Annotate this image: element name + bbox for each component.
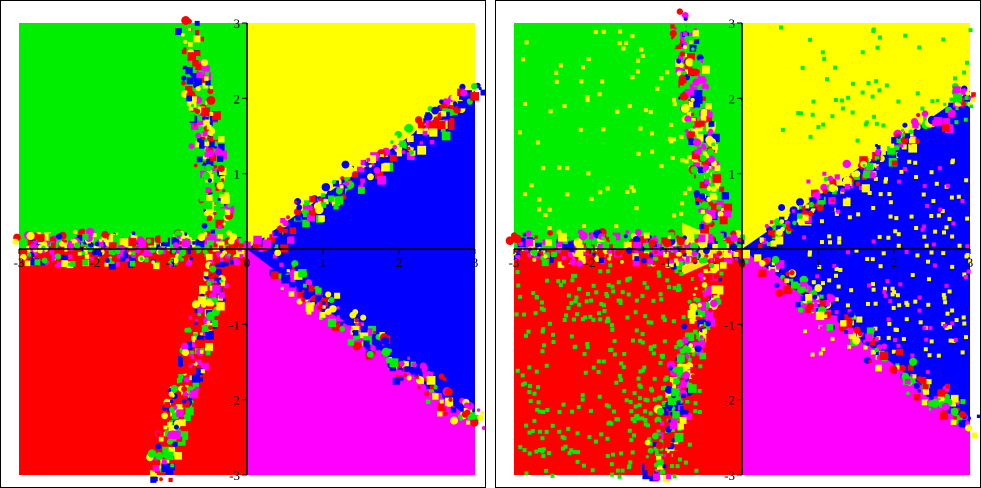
y-tick-label: 3: [729, 16, 736, 31]
fractal-plot-left: -3 -2 -1 0 1 2 3 3 2 1 -1 -2 -3: [0, 0, 486, 488]
y-tick-label: 1: [234, 167, 241, 182]
y-tick-label: 2: [729, 91, 736, 106]
x-tick-label: 2: [396, 255, 403, 270]
x-tick-label: 0: [244, 255, 251, 270]
fractal-canvas-left: -3 -2 -1 0 1 2 3 3 2 1 -1 -2 -3: [12, 16, 485, 483]
fractal-plot-right: -3 -2 -1 0 1 2 3 3 2 1 -1 -2 -3: [495, 0, 981, 488]
y-tick-label: 2: [234, 91, 241, 106]
x-tick-label: 3: [967, 255, 974, 270]
x-tick-label: -2: [585, 255, 596, 270]
x-tick-label: 2: [891, 255, 898, 270]
x-tick-label: -1: [166, 255, 177, 270]
x-tick-label: 3: [472, 255, 479, 270]
y-tick-label: 3: [234, 16, 241, 31]
fractal-canvas-right: -3 -2 -1 0 1 2 3 3 2 1 -1 -2 -3: [505, 8, 980, 483]
x-tick-label: -1: [661, 255, 672, 270]
x-tick-label: 0: [739, 255, 746, 270]
x-tick-label: 1: [320, 255, 327, 270]
y-tick-label: -2: [724, 393, 735, 408]
y-tick-label: -3: [724, 468, 735, 483]
x-tick-label: -3: [14, 255, 25, 270]
y-tick-label: 1: [729, 167, 736, 182]
x-tick-label: -3: [509, 255, 520, 270]
y-tick-label: -3: [229, 468, 240, 483]
y-tick-label: -1: [229, 317, 240, 332]
x-tick-label: -2: [90, 255, 101, 270]
y-tick-label: -1: [724, 317, 735, 332]
y-tick-label: -2: [229, 393, 240, 408]
x-tick-label: 1: [815, 255, 822, 270]
